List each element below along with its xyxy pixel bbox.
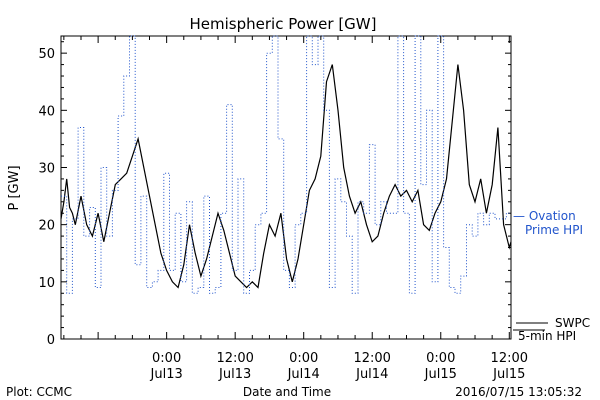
x-axis-label: Date and Time <box>243 385 331 399</box>
x-tick-label-time: 12:00 <box>353 351 390 366</box>
plot-frame <box>60 35 512 340</box>
x-tick-label-date: Jul13 <box>218 367 251 382</box>
x-tick-label-date: Jul14 <box>355 367 388 382</box>
footer-timestamp: 2016/07/15 13:05:32 <box>455 385 582 399</box>
x-tick-label-date: Jul15 <box>424 367 457 382</box>
chart-title: Hemispheric Power [GW] <box>190 15 377 33</box>
y-tick-label: 0 <box>47 333 55 348</box>
x-tick-label-time: 0:00 <box>289 351 318 366</box>
x-tick-label-date: Jul13 <box>150 367 183 382</box>
legend-swpc-line2: 5-min HPI <box>518 329 576 343</box>
x-tick-label-date: Jul15 <box>492 367 525 382</box>
y-tick-label: 30 <box>38 161 55 176</box>
x-tick-label-time: 12:00 <box>491 351 528 366</box>
legend-ovation-line2: Prime HPI <box>525 223 583 237</box>
y-tick-label: 10 <box>38 276 55 291</box>
series-swpc-line <box>60 64 512 289</box>
y-tick-label: 20 <box>38 219 55 234</box>
x-tick-label-date: Jul14 <box>287 367 320 382</box>
footer-plot-source: Plot: CCMC <box>6 385 72 399</box>
x-tick-label-time: 0:00 <box>426 351 455 366</box>
legend-ovation-line1: — Ovation <box>513 209 576 223</box>
x-tick-label-time: 12:00 <box>216 351 253 366</box>
legend-swpc-line1: SWPC <box>555 316 590 330</box>
y-axis-label: P [GW] <box>7 165 22 210</box>
x-tick-label-time: 0:00 <box>152 351 181 366</box>
y-tick-label: 40 <box>38 104 55 119</box>
y-tick-label: 50 <box>38 47 55 62</box>
plot-area: 010203040500:00Jul1312:00Jul130:00Jul141… <box>38 35 528 382</box>
